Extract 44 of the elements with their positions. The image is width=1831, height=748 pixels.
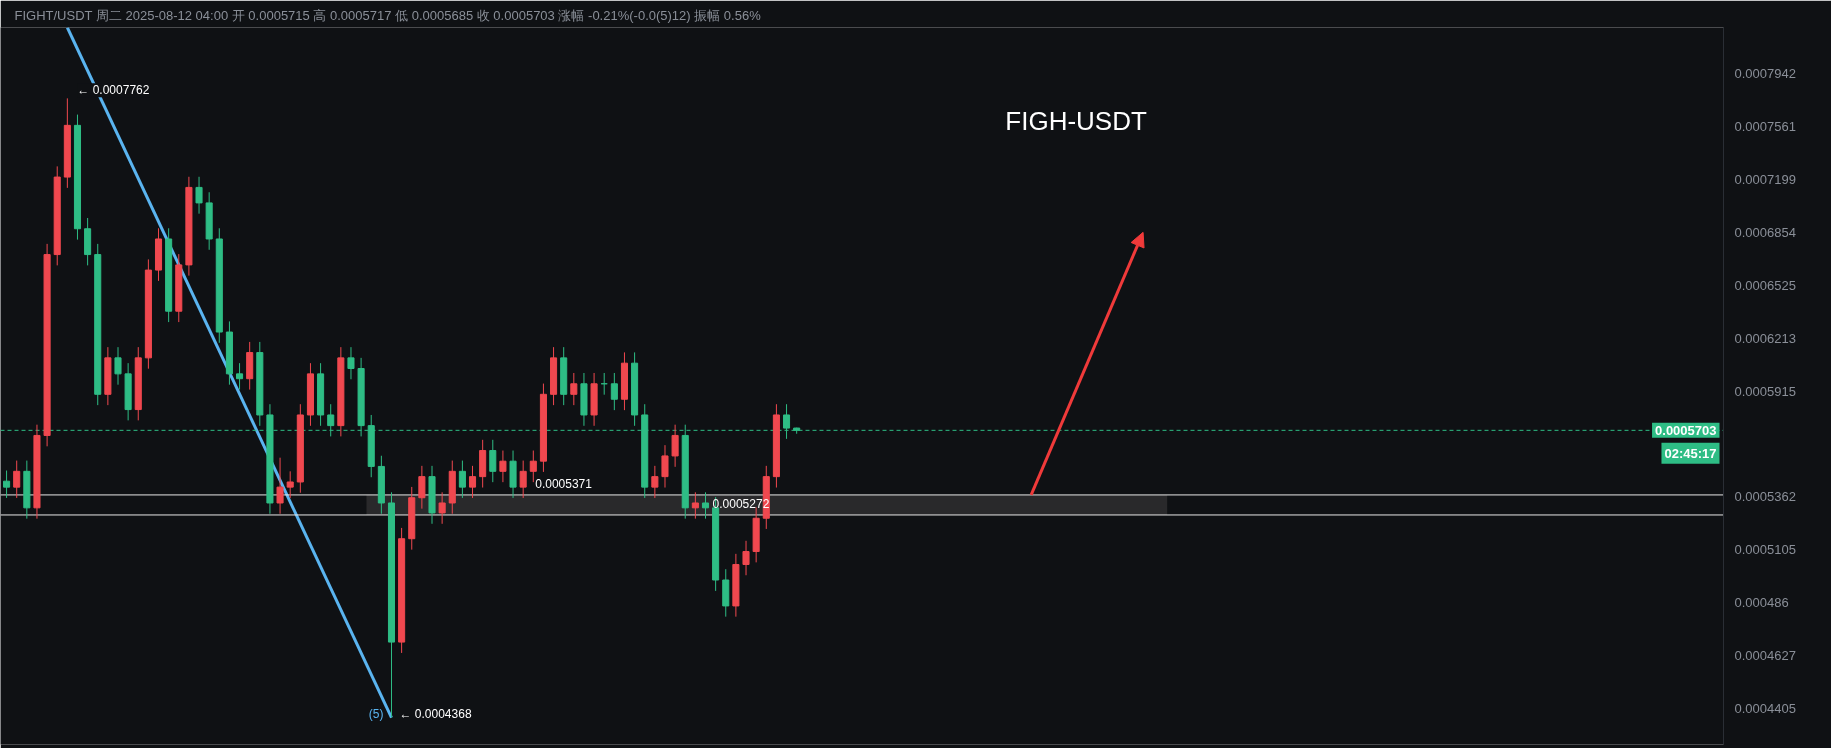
y-tick-label: 0.0006854 <box>1734 224 1796 240</box>
y-tick-label: 0.0006213 <box>1734 330 1796 346</box>
candlestick <box>418 465 426 510</box>
y-tick-label: 0.0004627 <box>1734 648 1796 663</box>
candlestick <box>236 362 244 391</box>
candlestick <box>286 470 294 499</box>
candlestick <box>3 470 11 499</box>
candlestick <box>701 491 710 520</box>
ref-line-label: 0.0005371 <box>535 476 593 491</box>
candlestick <box>468 465 477 499</box>
y-tick-label: 0.0005915 <box>1734 383 1796 399</box>
ref-line-label: 0.0005703 <box>1655 422 1717 438</box>
y-tick-label: 0.0007199 <box>1734 171 1796 187</box>
annotation: (5) <box>368 706 384 721</box>
annotation: FIGH-USDT <box>1005 105 1147 136</box>
chart-subtitle: FIGHT/USDT 周二 2025-08-12 04:00 开 0.0005715 高 0.0005717 低 0.0005685 收 0.0005703 涨幅 -0.21%(-0.0(5)12) 振幅 0.56% <box>14 7 762 23</box>
y-tick-label: 0.0005105 <box>1734 542 1796 558</box>
candlestick <box>347 346 355 380</box>
candlestick <box>114 346 122 386</box>
candlestick <box>438 491 446 525</box>
candlestick <box>529 450 537 483</box>
candlestick <box>570 372 578 406</box>
y-tick-label: 0.0007942 <box>1734 66 1796 82</box>
candlestick <box>661 444 669 489</box>
y-tick-label: 0.0004405 <box>1734 700 1796 716</box>
y-tick-label: 0.0005362 <box>1734 489 1796 505</box>
candlestick <box>458 460 466 499</box>
candlestick <box>195 176 203 215</box>
candlestick <box>742 540 750 576</box>
candlestick <box>691 491 699 520</box>
y-tick-label: 0.000486 <box>1734 595 1789 611</box>
candlestick <box>499 450 507 483</box>
candlestick <box>610 372 618 411</box>
candlestick <box>519 460 527 499</box>
annotation: ← 0.0004368 <box>399 706 472 721</box>
annotation: 02:45:17 <box>1664 445 1717 461</box>
candlestick <box>651 465 659 499</box>
y-tick-label: 0.0007561 <box>1734 119 1796 135</box>
candlestick <box>13 460 21 499</box>
annotation: ← 0.0007762 <box>77 83 150 98</box>
candlestick <box>276 457 284 515</box>
candlestick <box>489 439 497 483</box>
y-tick-label: 0.0006525 <box>1734 277 1796 293</box>
candlestick <box>671 424 679 468</box>
